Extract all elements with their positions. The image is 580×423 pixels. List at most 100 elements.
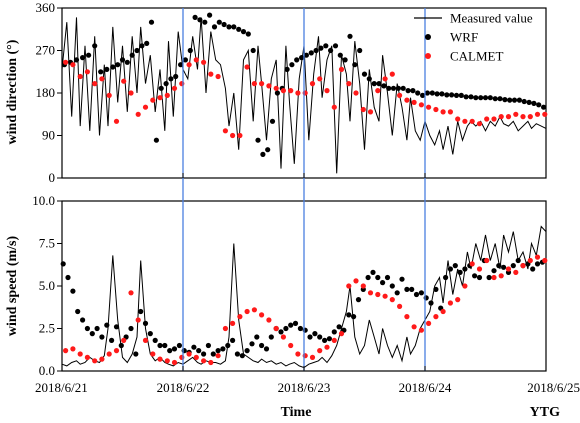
wind-speed-wrf-point [254, 334, 260, 340]
wind-direction-wrf-point [139, 43, 145, 49]
wind-direction-calmet-point [99, 76, 105, 82]
wind-speed-calmet-point [171, 359, 178, 366]
wind-direction-calmet-point [498, 114, 504, 120]
wind-speed-wrf-point [220, 346, 226, 352]
wind-speed-wrf-point [138, 308, 144, 315]
wind-speed-calmet-point [266, 317, 272, 323]
xtick-label: 2018/6/23 [278, 380, 331, 395]
wind-speed-calmet-point [251, 307, 257, 313]
wind-speed-wrf-point [128, 325, 134, 332]
wind-direction-calmet-point [77, 73, 83, 80]
wind-direction-wrf-point [434, 91, 440, 97]
wind-direction-calmet-point [150, 97, 156, 103]
wind-direction-wrf-point [119, 57, 126, 63]
wind-direction-wrf-point [192, 14, 198, 20]
wind-direction-calmet-point [505, 114, 512, 120]
wind-speed-wrf-point [384, 274, 391, 281]
wind-speed-wrf-point [94, 325, 100, 332]
wind-speed-calmet-point [404, 314, 410, 320]
wind-speed-calmet-point [476, 266, 483, 272]
wind-direction-calmet-point [317, 76, 323, 82]
wind-speed-wrf-point [230, 337, 236, 343]
wind-direction-calmet-point [295, 90, 301, 96]
wind-direction-wrf-point [381, 83, 387, 89]
wind-direction-calmet-point [476, 121, 483, 127]
wind-direction-wrf-point [303, 52, 309, 58]
reference-lines [182, 8, 426, 371]
wind-direction-wrf-point [352, 62, 358, 68]
wind-direction-calmet-point [215, 73, 221, 80]
wind-direction-calmet-point [164, 92, 170, 98]
wind-direction-wrf-point [98, 69, 104, 75]
wind-direction-calmet-point [157, 95, 163, 101]
wind-direction-calmet-point [542, 111, 548, 117]
wind-direction-wrf-point [386, 85, 392, 91]
wind-speed-wrf-point [322, 337, 328, 343]
wind-direction-calmet-point [433, 106, 439, 113]
wind-speed-wrf-point [534, 261, 541, 267]
wind-direction-wrf-point [173, 73, 179, 80]
wind-speed-wrf-point [515, 257, 521, 264]
wind-direction-wrf-point [420, 92, 426, 98]
xtick-label: 2018/6/21 [35, 380, 88, 395]
wind-direction-wrf-point [110, 64, 116, 70]
wind-speed-wrf-point [167, 348, 173, 354]
wind-direction-ytick-label: 270 [36, 43, 56, 58]
wind-speed-wrf-point [370, 269, 376, 275]
wind-speed-calmet-point [484, 257, 490, 264]
wind-speed-wrf-point [147, 331, 153, 337]
wind-speed-wrf-point [109, 337, 115, 343]
wind-direction-wrf-point [80, 55, 86, 61]
wind-speed-wrf-point [244, 348, 250, 354]
wind-direction-wrf-point [487, 95, 493, 101]
wind-direction-wrf-point [313, 47, 319, 54]
wind-speed-wrf-point [191, 344, 197, 350]
wind-direction-calmet-point [527, 114, 533, 120]
wind-direction-calmet-point [534, 111, 541, 117]
wind-direction-wrf-point [124, 59, 130, 65]
wind-speed-wrf-point [239, 353, 245, 359]
wind-direction-wrf-point [507, 97, 513, 103]
wind-speed-calmet-point [186, 351, 192, 357]
wind-direction-wrf-point [429, 90, 435, 96]
wind-direction-wrf-point [536, 102, 542, 108]
wind-direction-calmet-point [142, 104, 149, 110]
wind-direction-calmet-point [331, 104, 337, 110]
wind-speed-wrf-point [171, 346, 178, 352]
wind-speed-wrf-point [152, 337, 158, 343]
wind-direction-calmet-point [520, 114, 526, 120]
wind-direction-wrf-point [269, 118, 276, 124]
wind-direction-wrf-point [178, 62, 184, 68]
wind-speed-calmet-point [135, 317, 141, 323]
wind-direction-wrf-point [410, 88, 416, 94]
wind-speed-calmet-point [150, 351, 156, 357]
wind-direction-calmet-point [92, 81, 98, 87]
wind-direction-wrf-point [284, 66, 290, 72]
wind-speed-wrf-point [457, 269, 463, 275]
time-axis: 2018/6/21 2018/6/22 2018/6/23 2018/6/24 2018… [35, 173, 580, 395]
wind-direction-calmet-point [418, 102, 424, 108]
wind-direction-calmet-point [426, 104, 432, 110]
wind-speed-calmet-point [222, 325, 228, 332]
wind-speed-calmet-point [99, 356, 105, 362]
wind-direction-wrf-point [332, 43, 339, 49]
wind-speed-wrf-point [375, 274, 381, 281]
wind-direction-wrf-point [463, 94, 469, 100]
wind-speed-wrf-point [234, 351, 240, 357]
wind-speed-wrf-point [263, 346, 270, 352]
wind-speed-calmet-point [353, 278, 359, 284]
station-label: YTG [530, 405, 560, 420]
wind-speed-wrf-point [428, 300, 434, 306]
wind-direction-wrf-point [115, 62, 121, 68]
xtick-label: 2018/6/22 [157, 380, 210, 395]
wind-direction-calmet-point [288, 88, 294, 94]
wind-speed-calmet-point [295, 351, 301, 357]
wind-speed-wrf-point [113, 324, 120, 330]
wind-direction-calmet-point [411, 99, 417, 105]
wind-speed-calmet-point [128, 290, 134, 296]
wind-direction-calmet-point [280, 88, 286, 94]
wind-direction-calmet-point [171, 85, 178, 91]
wind-direction-wrf-point [245, 31, 251, 37]
legend-wrf-swatch [425, 34, 431, 40]
wind-speed-calmet-point [367, 290, 374, 296]
